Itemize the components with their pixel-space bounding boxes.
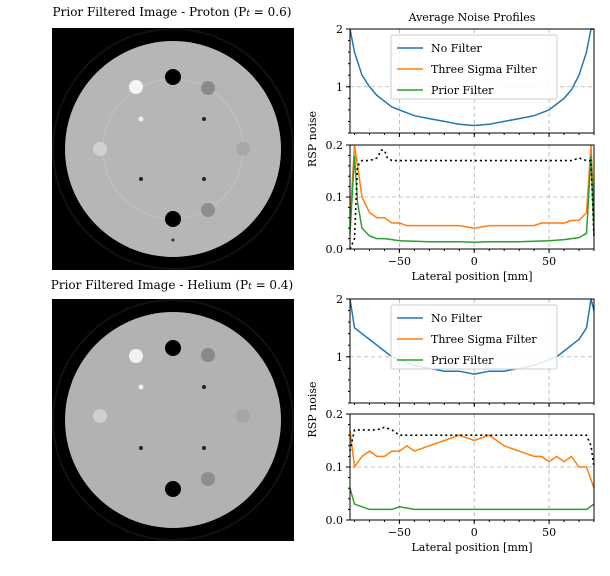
insert-dark-bottom [165,481,181,497]
x-tick-label: 50 [542,526,556,539]
legend-label: Prior Filter [431,354,494,367]
legend: No Filter Three Sigma Filter Prior Filter [390,304,558,370]
plot-frame [349,28,595,134]
insert-left [93,409,107,423]
series-line-no-filter [349,28,594,127]
proton-image-title: Prior Filtered Image - Proton (Pt = 0.6) [52,5,292,19]
series-line-prior-filter [349,487,595,511]
y-tick-label: 1 [336,351,343,364]
chart-panel-4: 0.0 0.1 0.2 −50 0 50 Lateral position [mm] RSP … [306,381,595,554]
legend-label: No Filter [431,312,482,325]
chart-panel-3: 1 2 No Filter Three Sigma Filter Prior Filte… [336,293,595,407]
y-tick-label: 2 [336,23,343,36]
insert-left [93,142,107,156]
x-tick-label: −50 [388,526,411,539]
plot-frame [349,298,595,404]
chart-panel-1: 1 2 Average Noise Profiles No Filter Three S… [336,11,595,137]
series-line-no-filter [349,298,595,375]
series-line-three-sigma-filter [349,429,595,489]
helium-image-panel [52,299,294,541]
y-tick-label: 0.2 [326,139,344,152]
y-tick-label: 0.2 [326,408,344,421]
y-axis-label: RSP noise [306,381,319,437]
insert-bright [129,349,143,363]
x-tick-label: 50 [542,255,556,268]
chart-panel-2: 0.0 0.1 0.2 −50 0 50 Lateral position [mm] RSP … [306,111,595,283]
x-axis-label: Lateral position [mm] [411,270,532,283]
insert-dark-top [165,69,181,85]
proton-phantom-image [52,28,294,270]
x-tick-label: 0 [471,255,478,268]
series-line-prior-filter [349,155,595,243]
legend-label: Three Sigma Filter [431,63,537,76]
x-axis-label: Lateral position [mm] [411,541,532,554]
legend-box [390,34,558,100]
helium-image-title: Prior Filtered Image - Helium (Pt = 0.4) [50,278,294,292]
x-tick-label: −50 [388,255,411,268]
y-tick-label: 2 [336,293,343,306]
legend-label: Three Sigma Filter [431,333,537,346]
series-line-reference [349,149,595,250]
insert-right [236,409,250,423]
chart-title: Average Noise Profiles [408,11,536,24]
legend-label: Prior Filter [431,84,494,97]
insert-right [236,142,250,156]
legend-label: No Filter [431,42,482,55]
insert-dark-bottom [165,211,181,227]
series-line-reference [349,426,595,468]
phantom-disk [65,312,281,528]
y-tick-label: 0.0 [326,514,344,527]
x-tick-label: 0 [471,526,478,539]
phantom-disk [65,41,281,257]
y-tick-label: 0.1 [326,191,344,204]
legend: No Filter Three Sigma Filter Prior Filter [390,34,558,100]
y-axis-label: RSP noise [306,111,319,167]
proton-image-panel [52,28,294,270]
insert-dark-top [165,340,181,356]
series-line-three-sigma-filter [349,144,595,229]
y-tick-label: 1 [336,81,343,94]
helium-phantom-image [52,299,294,541]
insert-bright [129,80,143,94]
insert-gray-right [201,81,215,95]
legend-box [390,304,558,370]
y-tick-label: 0.0 [326,243,344,256]
y-tick-label: 0.1 [326,461,344,474]
